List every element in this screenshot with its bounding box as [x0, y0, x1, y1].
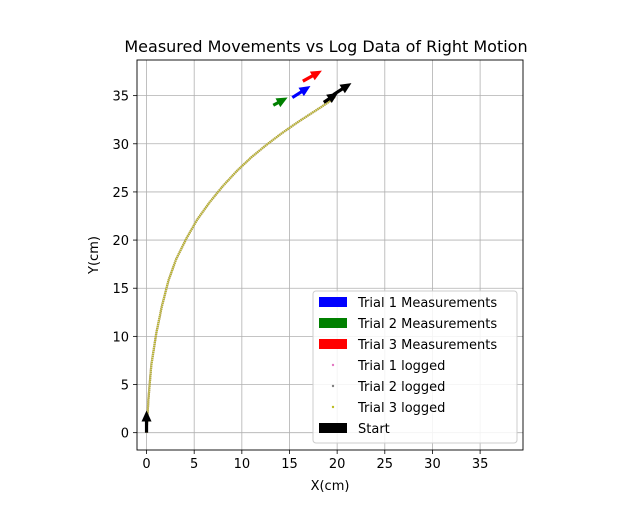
x-tick-label: 5 — [190, 457, 198, 472]
legend-start-swatch — [319, 423, 347, 433]
legend-start-label: Start — [358, 422, 390, 437]
x-tick-label: 20 — [329, 457, 346, 472]
y-tick-label: 0 — [121, 427, 129, 442]
legend-trial-2-logged-label: Trial 2 logged — [357, 380, 445, 395]
start-arrow — [332, 83, 352, 97]
legend-trial-1-measurements-swatch — [319, 297, 347, 307]
grid-lines — [137, 60, 523, 450]
legend-trial-2-measurements-swatch — [319, 318, 347, 328]
x-tick-label: 15 — [281, 457, 298, 472]
x-axis-ticks: 0 5 10 15 20 25 30 35 — [142, 450, 488, 472]
plot-frame — [136, 59, 524, 451]
legend-trial-3-measurements-label: Trial 3 Measurements — [357, 338, 497, 353]
legend-trial-1-logged-label: Trial 1 logged — [357, 359, 445, 374]
legend-trial-3-logged-marker — [331, 405, 335, 409]
trial-2-measurements-arrow — [272, 97, 288, 108]
trial-1-measurements-arrow — [291, 86, 311, 99]
legend-trial-1-measurements-label: Trial 1 Measurements — [357, 296, 497, 311]
legend-box — [312, 290, 518, 444]
y-tick-label: 10 — [112, 330, 129, 345]
x-tick-label: 10 — [234, 457, 251, 472]
y-tick-label: 30 — [112, 138, 129, 153]
measurement-arrows — [141, 70, 352, 433]
x-tick-label: 25 — [377, 457, 394, 472]
start-arrow — [141, 410, 152, 433]
legend-trial-2-measurements-label: Trial 2 Measurements — [357, 317, 497, 332]
x-tick-label: 0 — [142, 457, 150, 472]
y-axis-label: Y(cm) — [87, 236, 102, 275]
y-axis-ticks: 0 5 10 15 20 25 30 35 — [112, 90, 137, 442]
y-tick-label: 35 — [112, 90, 129, 105]
x-tick-label: 35 — [472, 457, 489, 472]
legend-trial-1-logged-marker — [331, 363, 335, 367]
x-tick-label: 30 — [424, 457, 441, 472]
y-tick-label: 20 — [112, 234, 129, 249]
x-axis-label: X(cm) — [311, 479, 350, 494]
legend-trial-2-logged-marker — [331, 384, 335, 388]
logged-paths — [145, 95, 336, 433]
chart-title: Measured Movements vs Log Data of Right … — [124, 37, 527, 56]
legend-trial-3-logged-label: Trial 3 logged — [357, 401, 445, 416]
legend: Trial 1 Measurements Trial 2 Measurements… — [312, 290, 518, 444]
y-tick-label: 5 — [121, 379, 129, 394]
y-tick-label: 25 — [112, 186, 129, 201]
trial-3-measurements-arrow — [302, 70, 322, 83]
y-tick-label: 15 — [112, 282, 129, 297]
legend-trial-3-measurements-swatch — [319, 339, 347, 349]
trial-3-logged-path — [145, 95, 336, 433]
